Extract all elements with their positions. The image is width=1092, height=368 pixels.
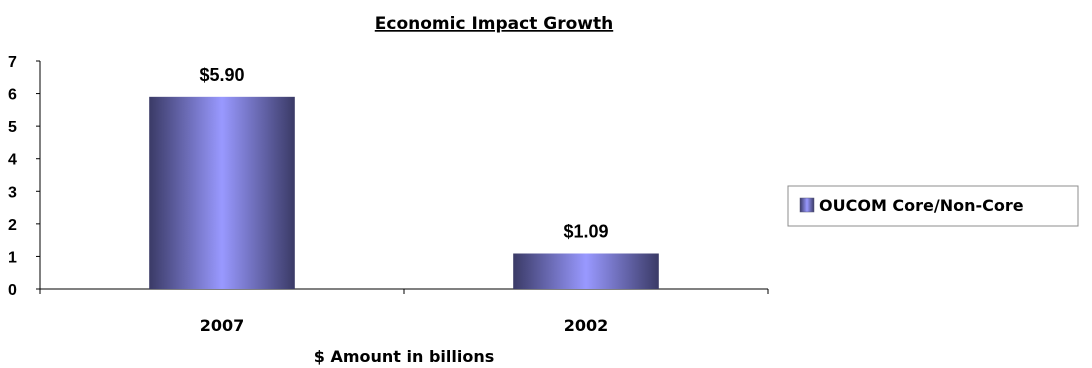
y-tick-label: 1	[8, 249, 17, 266]
bars	[149, 96, 659, 289]
data-label: $1.09	[563, 221, 608, 241]
bar	[149, 96, 295, 289]
category-label: 2007	[200, 316, 245, 335]
y-axis: 0 1 2 3 4 5 6 7	[8, 54, 41, 299]
y-tick-label: 0	[8, 282, 17, 299]
bar	[513, 253, 659, 289]
legend: OUCOM Core/Non-Core	[787, 185, 1079, 227]
legend-swatch	[799, 197, 815, 213]
x-axis-title: $ Amount in billions	[314, 347, 495, 366]
chart-title: Economic Impact Growth	[375, 14, 613, 34]
y-tick-label: 3	[8, 184, 17, 201]
category-labels: 2007 2002	[200, 316, 609, 335]
legend-box	[787, 185, 1079, 227]
legend-label: OUCOM Core/Non-Core	[819, 196, 1024, 215]
data-labels: $5.90 $1.09	[199, 65, 608, 242]
y-tick-label: 6	[8, 87, 17, 104]
x-axis	[39, 288, 769, 294]
y-tick-label: 2	[8, 217, 17, 234]
category-label: 2002	[564, 316, 609, 335]
y-tick-label: 7	[8, 54, 17, 71]
data-label: $5.90	[199, 65, 244, 85]
y-tick-label: 5	[8, 119, 17, 136]
y-tick-label: 4	[8, 152, 17, 169]
